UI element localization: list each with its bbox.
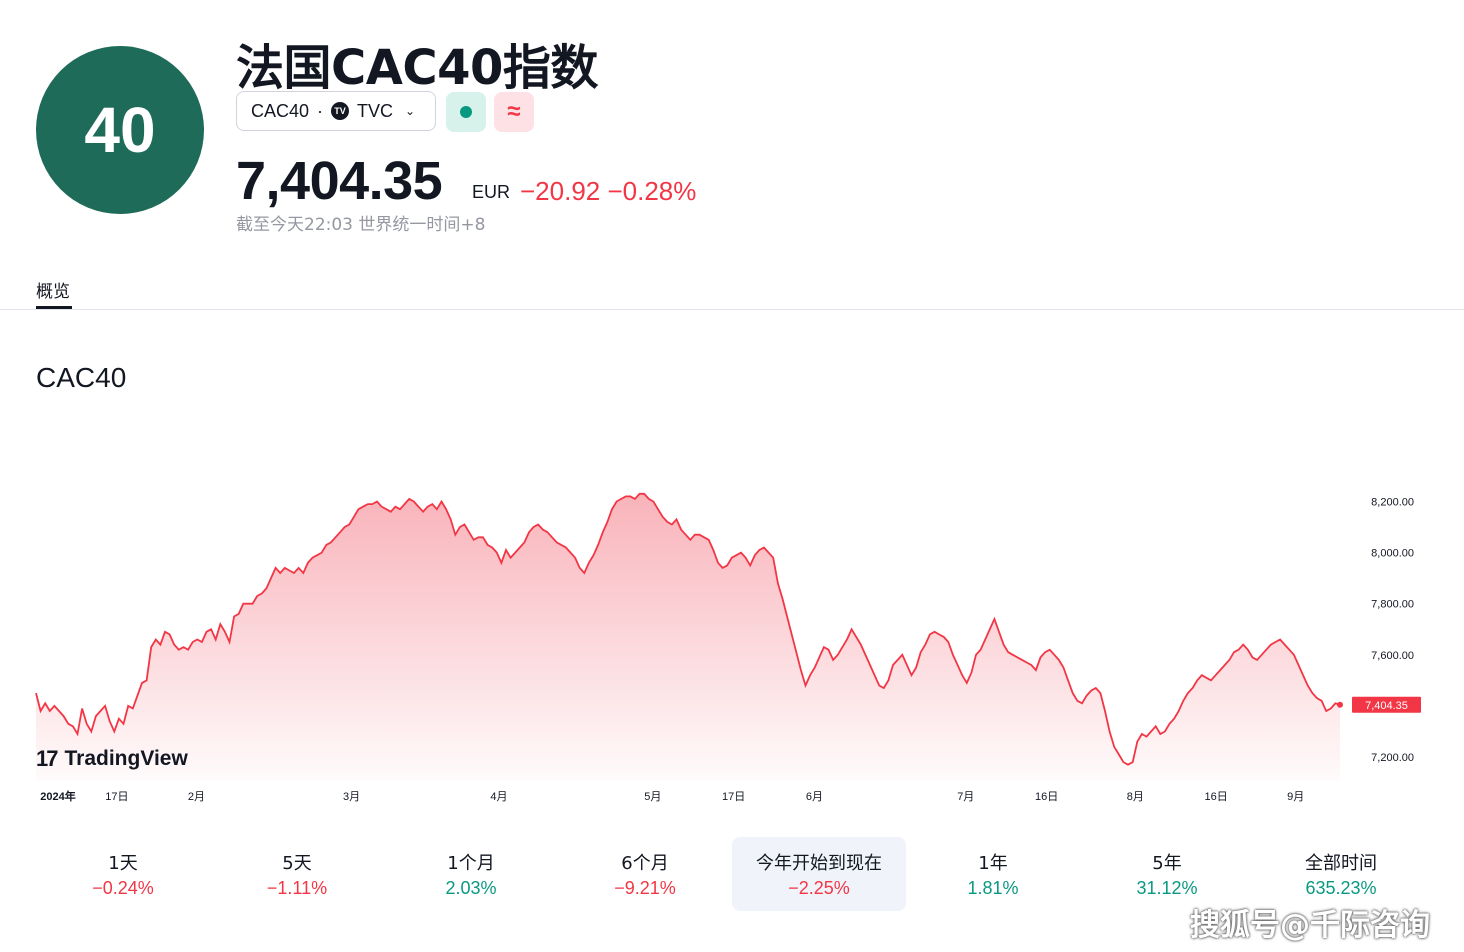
tradingview-icon: TV — [331, 102, 350, 120]
currency: EUR — [472, 182, 511, 202]
x-tick-label: 17日 — [722, 791, 745, 803]
divider — [0, 309, 1464, 310]
x-tick-label: 2月 — [188, 791, 205, 803]
range-change: 31.12% — [1136, 878, 1198, 898]
x-tick-label: 3月 — [343, 791, 360, 803]
last-price: 7,404.35 — [236, 151, 443, 211]
market-open-badge[interactable] — [446, 92, 486, 132]
last-point — [1337, 701, 1343, 708]
range-change: −1.11% — [266, 878, 328, 898]
symbol-selector[interactable]: CAC40 · TV TVC ⌄ — [236, 91, 436, 131]
range-option[interactable]: 全部时间 635.23% — [1254, 837, 1428, 911]
range-change: −9.21% — [614, 878, 676, 898]
y-tick-label: 8,000.00 — [1371, 548, 1414, 560]
watermark: 搜狐号@千际咨询 — [1190, 908, 1430, 943]
range-option[interactable]: 5天 −1.11% — [210, 837, 384, 911]
range-label: 今年开始到现在 — [756, 853, 882, 874]
chart-title: CAC40 — [36, 362, 127, 393]
chevron-down-icon: ⌄ — [405, 104, 416, 118]
tradingview-brand: TradingView — [64, 747, 188, 770]
range-option[interactable]: 1天 −0.24% — [36, 837, 210, 911]
range-option[interactable]: 1年 1.81% — [906, 837, 1080, 911]
exchange-label: TVC — [357, 100, 394, 121]
last-price-tag — [1352, 696, 1421, 713]
x-tick-label: 7月 — [957, 791, 974, 803]
y-tick-label: 8,200.00 — [1371, 496, 1414, 508]
range-label: 全部时间 — [1305, 853, 1377, 874]
x-tick-label: 17日 — [105, 791, 128, 803]
range-change: 2.03% — [445, 878, 497, 898]
tradingview-logo: 17 TradingView — [36, 746, 188, 772]
y-tick-label: 7,600.00 — [1371, 650, 1414, 662]
x-tick-label: 6月 — [806, 791, 823, 803]
x-tick-label: 4月 — [490, 791, 507, 803]
tab-overview[interactable]: 概览 — [36, 282, 70, 302]
symbol-label: CAC40 — [251, 100, 310, 121]
tradingview-mark-icon: 17 — [36, 746, 59, 771]
separator: · — [317, 100, 324, 121]
range-change: −0.24% — [92, 878, 154, 898]
range-option[interactable]: 6个月 −9.21% — [558, 837, 732, 911]
x-tick-label: 8月 — [1127, 791, 1144, 803]
range-label: 1年 — [978, 853, 1008, 874]
range-change: 1.81% — [967, 878, 1019, 898]
status-dot-icon — [460, 106, 472, 118]
range-label: 5天 — [282, 853, 312, 874]
range-label: 1个月 — [447, 853, 495, 874]
range-change: −2.25% — [788, 878, 850, 898]
range-selector: 1天 −0.24% 5天 −1.11% 1个月 2.03% 6个月 −9.21% 今年开始到现在… — [36, 837, 1428, 911]
index-logo: 40 — [36, 46, 204, 214]
wave-icon-badge[interactable]: ≈ — [494, 92, 534, 132]
page-title: 法国CAC40指数 — [236, 40, 598, 96]
last-price-label: 7,404.35 — [1365, 700, 1408, 712]
range-change: 635.23% — [1305, 878, 1377, 898]
x-tick-label: 2024年 — [40, 789, 75, 803]
price-chart[interactable]: 8,200.00 8,000.00 7,800.00 7,600.00 7,200.00… — [0, 440, 1464, 820]
price-change: −20.92 −0.28% — [520, 176, 697, 206]
y-tick-label: 7,200.00 — [1371, 752, 1414, 764]
x-tick-label: 16日 — [1035, 791, 1058, 803]
x-tick-label: 16日 — [1204, 791, 1227, 803]
range-option[interactable]: 5年 31.12% — [1080, 837, 1254, 911]
range-option[interactable]: 1个月 2.03% — [384, 837, 558, 911]
range-label: 6个月 — [621, 853, 669, 874]
range-label: 5年 — [1152, 853, 1182, 874]
y-tick-label: 7,800.00 — [1371, 599, 1414, 611]
x-tick-label: 9月 — [1287, 791, 1304, 803]
area-fill — [36, 493, 1340, 780]
timestamp: 截至今天22:03 世界统一时间+8 — [236, 215, 486, 235]
range-option[interactable]: 今年开始到现在 −2.25% — [732, 837, 906, 911]
tab-active-indicator — [36, 306, 72, 309]
x-tick-label: 5月 — [644, 791, 661, 803]
range-label: 1天 — [108, 853, 138, 874]
price-line — [35, 492, 1341, 766]
